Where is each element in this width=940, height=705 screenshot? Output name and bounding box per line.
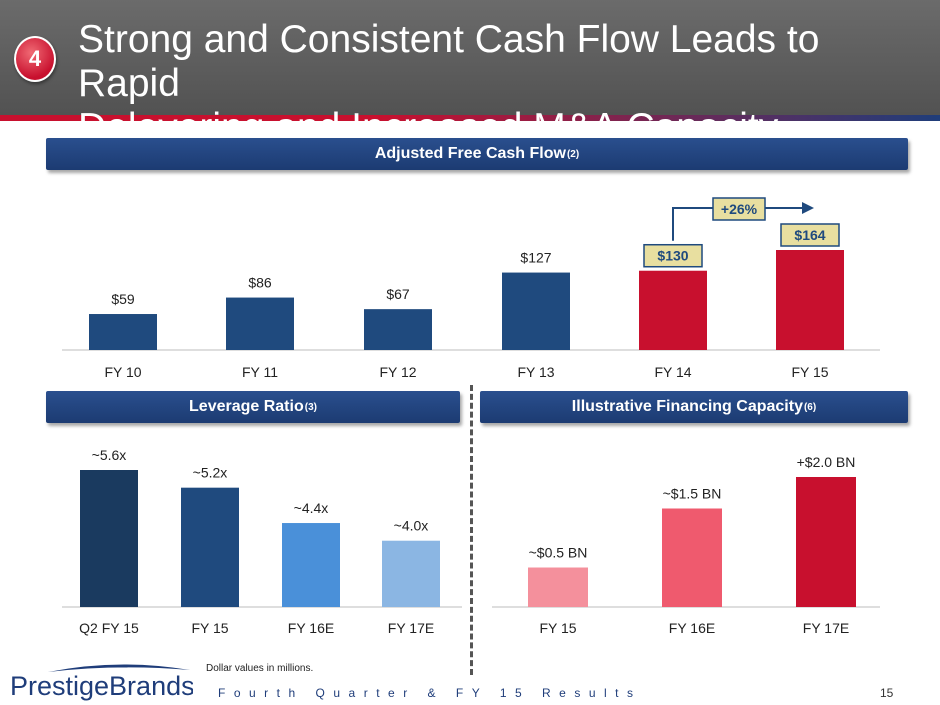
leverage-bar-fy-16e — [282, 523, 340, 607]
fcf-callout-box — [643, 243, 703, 268]
financing-tick-label: FY 16E — [669, 620, 715, 636]
section-badge: 4 — [14, 36, 56, 82]
leverage-tick-label: FY 16E — [288, 620, 334, 636]
financing-data-label: ~$1.5 BN — [663, 486, 722, 502]
leverage-data-label: ~5.2x — [193, 465, 228, 481]
page-number: 15 — [880, 686, 894, 700]
logo-swoosh — [48, 664, 190, 672]
fcf-banner: Adjusted Free Cash Flow (2) — [46, 138, 908, 170]
financing-data-label: ~$0.5 BN — [529, 545, 588, 561]
leverage-tick-label: FY 15 — [191, 620, 228, 636]
leverage-banner-label: Leverage Ratio — [189, 398, 304, 415]
leverage-banner-note: (3) — [304, 401, 317, 413]
fcf-tick-label: FY 10 — [104, 364, 141, 380]
fcf-tick-label: FY 11 — [242, 364, 278, 380]
financing-tick-label: FY 17E — [803, 620, 849, 636]
fcf-data-label: $86 — [248, 275, 272, 291]
fcf-data-label: $127 — [520, 250, 551, 266]
financing-bar-fy-15 — [528, 567, 588, 607]
section-divider — [470, 385, 473, 675]
leverage-tick-label: Q2 FY 15 — [79, 620, 139, 636]
leverage-bar-fy-15 — [181, 487, 239, 607]
fcf-bar-fy13 — [502, 272, 570, 350]
leverage-bar-q2-fy-15 — [80, 470, 138, 607]
fcf-bar-fy15 — [776, 250, 844, 350]
leverage-tick-label: FY 17E — [388, 620, 434, 636]
footnote: Dollar values in millions. — [206, 663, 314, 674]
report-title: Fourth Quarter & FY 15 Results — [218, 686, 642, 700]
header-bar — [0, 0, 940, 115]
fcf-callout-box — [780, 223, 840, 247]
financing-tick-label: FY 15 — [539, 620, 576, 636]
fcf-tick-label: FY 13 — [517, 364, 554, 380]
leverage-data-label: ~4.0x — [394, 518, 429, 534]
fcf-tick-label: FY 14 — [654, 364, 691, 380]
leverage-bar-fy-17e — [382, 540, 440, 607]
growth-label: +26% — [721, 201, 758, 217]
fcf-banner-label: Adjusted Free Cash Flow — [374, 145, 566, 162]
title-line-1: Strong and Consistent Cash Flow Leads to… — [78, 18, 820, 105]
header-stripe — [0, 115, 940, 121]
fcf-tick-label: FY 12 — [379, 364, 416, 380]
fcf-tick-label: FY 15 — [791, 364, 828, 380]
fcf-bar-fy10 — [89, 314, 157, 350]
financing-banner-label: Illustrative Financing Capacity — [571, 398, 803, 415]
fcf-data-label: $59 — [111, 291, 135, 307]
financing-bar-fy-17e — [796, 477, 856, 607]
financing-data-label: +$2.0 BN — [797, 454, 856, 470]
leverage-data-label: ~4.4x — [294, 500, 329, 516]
financing-bar-fy-16e — [662, 508, 722, 607]
financing-banner: Illustrative Financing Capacity (6) — [480, 391, 908, 423]
leverage-banner: Leverage Ratio (3) — [46, 391, 460, 423]
fcf-data-label: $130 — [657, 248, 688, 264]
growth-arrow-head — [802, 202, 814, 214]
fcf-bar-fy12 — [364, 309, 432, 350]
fcf-bar-fy11 — [226, 297, 294, 350]
fcf-banner-note: (2) — [566, 148, 580, 160]
prestige-brands-logo: PrestigeBrands — [10, 664, 193, 701]
fcf-bar-fy14 — [639, 270, 707, 350]
growth-callout-box — [712, 197, 766, 221]
leverage-data-label: ~5.6x — [92, 447, 127, 463]
logo-text: PrestigeBrands — [10, 671, 193, 701]
fcf-data-label: $164 — [794, 227, 825, 243]
financing-banner-note: (6) — [803, 401, 817, 413]
fcf-data-label: $67 — [386, 286, 410, 302]
